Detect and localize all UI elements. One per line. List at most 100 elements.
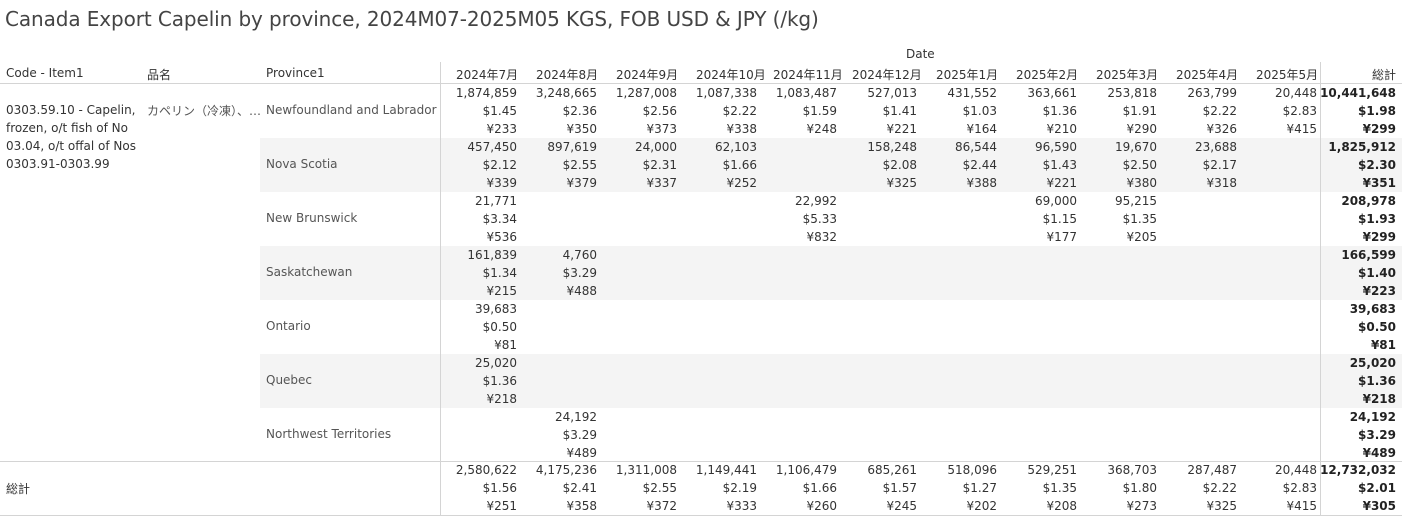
grand-total-cell: ¥208 bbox=[1046, 499, 1077, 513]
row-total-cell: $3.29 bbox=[1358, 428, 1396, 442]
grand-total-cell: ¥202 bbox=[966, 499, 997, 513]
province-column-header[interactable]: Province1 bbox=[266, 66, 325, 80]
table-cell: 23,688 bbox=[1195, 140, 1237, 154]
table-cell: 25,020 bbox=[475, 356, 517, 370]
row-total-cell: $1.40 bbox=[1358, 266, 1396, 280]
grand-total-cell: ¥372 bbox=[646, 499, 677, 513]
table-cell: $1.91 bbox=[1122, 104, 1157, 118]
row-total-cell: 1,825,912 bbox=[1328, 140, 1396, 154]
month-header[interactable]: 2025年3月 bbox=[1096, 68, 1159, 82]
table-cell: 527,013 bbox=[867, 86, 917, 100]
table-cell: ¥318 bbox=[1206, 176, 1237, 190]
row-total-cell: ¥218 bbox=[1362, 392, 1396, 406]
grand-total-cell: $1.57 bbox=[882, 481, 917, 495]
table-cell: 1,083,487 bbox=[775, 86, 837, 100]
table-cell: $1.66 bbox=[722, 158, 757, 172]
row-total-cell: $0.50 bbox=[1358, 320, 1396, 334]
province-label: Saskatchewan bbox=[266, 265, 353, 279]
date-header: Date bbox=[906, 47, 935, 61]
table-cell: $3.29 bbox=[562, 266, 597, 280]
grand-total-cell: 287,487 bbox=[1187, 463, 1237, 477]
table-cell: ¥252 bbox=[726, 176, 757, 190]
row-total-cell: $1.98 bbox=[1358, 104, 1396, 118]
row-band bbox=[260, 354, 1402, 408]
row-total-cell: $1.93 bbox=[1358, 212, 1396, 226]
table-cell: 24,000 bbox=[635, 140, 677, 154]
grand-total-cell: ¥333 bbox=[726, 499, 757, 513]
table-cell: ¥177 bbox=[1046, 230, 1077, 244]
grand-total-cell: ¥251 bbox=[486, 499, 517, 513]
table-cell: ¥81 bbox=[494, 338, 517, 352]
item-name-label: カペリン（冷凍）、No. 03.04以外の魚 bbox=[147, 104, 263, 118]
month-header[interactable]: 2024年12月 bbox=[852, 68, 922, 82]
province-label: Northwest Territories bbox=[266, 427, 392, 441]
table-cell: 95,215 bbox=[1115, 194, 1157, 208]
month-header[interactable]: 2025年4月 bbox=[1176, 68, 1239, 82]
column-divider bbox=[1320, 62, 1321, 516]
table-cell: ¥210 bbox=[1046, 122, 1077, 136]
grand-total-cell: $1.80 bbox=[1122, 481, 1157, 495]
row-total-cell: ¥299 bbox=[1362, 230, 1396, 244]
grand-total-cell: $2.19 bbox=[722, 481, 757, 495]
grand-total-cell: ¥273 bbox=[1126, 499, 1157, 513]
province-label: Nova Scotia bbox=[266, 157, 338, 171]
grand-total-label: 総計 bbox=[6, 482, 31, 496]
grand-total-cell: $1.56 bbox=[482, 481, 517, 495]
table-cell: $1.43 bbox=[1042, 158, 1077, 172]
table-cell: 1,287,008 bbox=[615, 86, 677, 100]
table-cell: 39,683 bbox=[475, 302, 517, 316]
table-cell: $5.33 bbox=[802, 212, 837, 226]
table-cell: 431,552 bbox=[947, 86, 997, 100]
month-header[interactable]: 2025年2月 bbox=[1016, 68, 1079, 82]
table-cell: ¥325 bbox=[886, 176, 917, 190]
table-cell: ¥379 bbox=[566, 176, 597, 190]
row-total-cell: 208,978 bbox=[1341, 194, 1396, 208]
table-cell: $1.59 bbox=[802, 104, 837, 118]
month-header[interactable]: 2024年10月 bbox=[696, 68, 766, 82]
row-total-cell: ¥351 bbox=[1362, 176, 1396, 190]
grand-total-total-cell: ¥305 bbox=[1362, 499, 1396, 513]
grand-total-cell: $1.35 bbox=[1042, 481, 1077, 495]
grand-total-cell: 529,251 bbox=[1027, 463, 1077, 477]
row-total-cell: ¥81 bbox=[1370, 338, 1396, 352]
table-cell: 4,760 bbox=[562, 248, 597, 262]
month-header[interactable]: 2024年11月 bbox=[773, 68, 843, 82]
name-column-header[interactable]: 品名 bbox=[147, 68, 172, 82]
table-cell: ¥290 bbox=[1126, 122, 1157, 136]
province-label: Newfoundland and Labrador bbox=[266, 103, 437, 117]
table-cell: ¥215 bbox=[486, 284, 517, 298]
month-header[interactable]: 2024年9月 bbox=[616, 68, 679, 82]
table-cell: ¥164 bbox=[966, 122, 997, 136]
grand-total-cell: ¥325 bbox=[1206, 499, 1237, 513]
table-cell: $2.44 bbox=[962, 158, 997, 172]
grand-total-cell: 1,311,008 bbox=[615, 463, 677, 477]
table-cell: ¥205 bbox=[1126, 230, 1157, 244]
table-cell: 253,818 bbox=[1107, 86, 1157, 100]
table-cell: $0.50 bbox=[482, 320, 517, 334]
code-column-header[interactable]: Code - Item1 bbox=[6, 66, 84, 80]
table-cell: 158,248 bbox=[867, 140, 917, 154]
table-cell: $2.22 bbox=[1202, 104, 1237, 118]
table-cell: 96,590 bbox=[1035, 140, 1077, 154]
month-header[interactable]: 2025年5月 bbox=[1256, 68, 1319, 82]
table-cell: ¥221 bbox=[1046, 176, 1077, 190]
grand-total-cell: ¥260 bbox=[806, 499, 837, 513]
table-cell: $2.31 bbox=[642, 158, 677, 172]
table-cell: $2.22 bbox=[722, 104, 757, 118]
grand-total-total-cell: $2.01 bbox=[1358, 481, 1396, 495]
grand-total-cell: 685,261 bbox=[867, 463, 917, 477]
table-cell: ¥488 bbox=[566, 284, 597, 298]
month-header[interactable]: 2025年1月 bbox=[936, 68, 999, 82]
row-total-cell: $2.30 bbox=[1358, 158, 1396, 172]
total-column-header[interactable]: 総計 bbox=[1371, 68, 1396, 82]
table-cell: $2.08 bbox=[882, 158, 917, 172]
month-header[interactable]: 2024年7月 bbox=[456, 68, 519, 82]
month-header[interactable]: 2024年8月 bbox=[536, 68, 599, 82]
row-total-cell: ¥223 bbox=[1362, 284, 1396, 298]
item-code-label: 0303.59.10 - Capelin, frozen, o/t fish o… bbox=[6, 103, 136, 171]
grand-total-cell: 1,106,479 bbox=[775, 463, 837, 477]
table-cell: ¥832 bbox=[806, 230, 837, 244]
table-cell: 457,450 bbox=[467, 140, 517, 154]
row-total-cell: ¥299 bbox=[1362, 122, 1396, 136]
table-cell: 897,619 bbox=[547, 140, 597, 154]
